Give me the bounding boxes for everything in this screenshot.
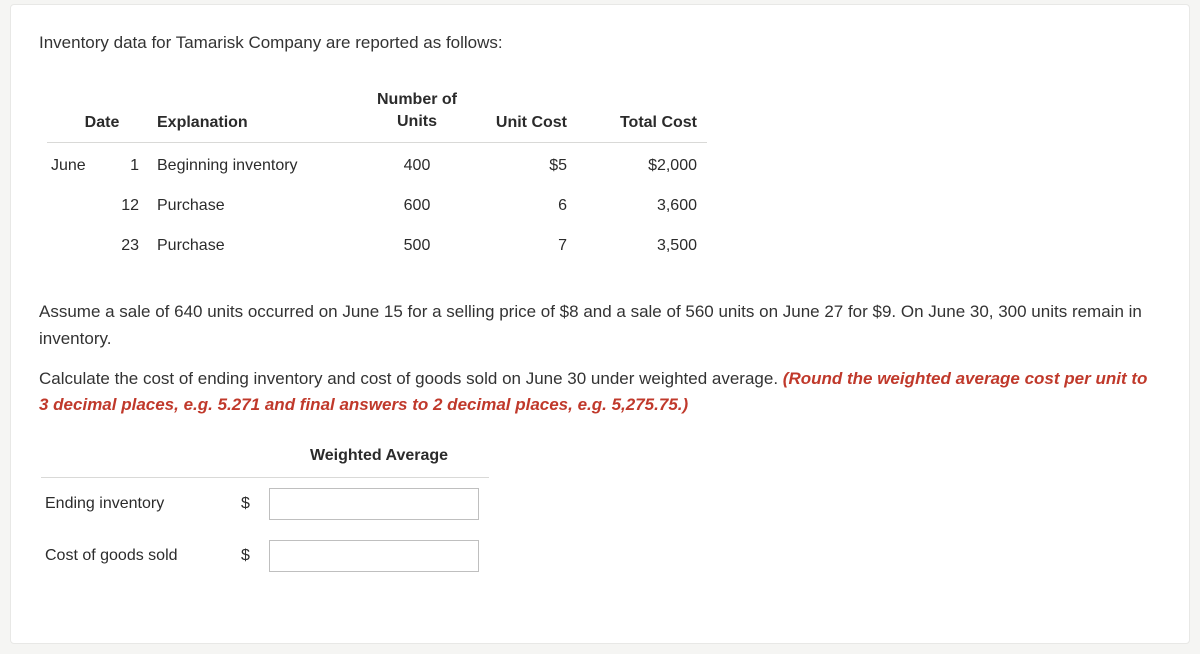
answer-label-cogs: Cost of goods sold (41, 530, 241, 582)
answer-header-blank2 (241, 437, 269, 478)
cell-month (47, 223, 117, 263)
currency-symbol: $ (241, 477, 269, 530)
cell-unit-cost: 6 (477, 183, 587, 223)
cell-day: 1 (117, 143, 157, 184)
answer-row: Cost of goods sold $ (41, 530, 489, 582)
cell-explanation: Purchase (157, 183, 357, 223)
col-header-explanation: Explanation (157, 81, 357, 143)
cell-unit-cost: 7 (477, 223, 587, 263)
cell-day: 23 (117, 223, 157, 263)
inventory-data-table: Date Explanation Number of Units Unit Co… (47, 81, 707, 263)
units-header-line1: Number of (377, 91, 457, 108)
answer-label-ending-inventory: Ending inventory (41, 477, 241, 530)
instruction-plain: Calculate the cost of ending inventory a… (39, 369, 783, 388)
col-header-units: Number of Units (357, 81, 477, 143)
cell-units: 600 (357, 183, 477, 223)
answer-table: Weighted Average Ending inventory $ Cost… (41, 437, 489, 582)
question-card: Inventory data for Tamarisk Company are … (10, 4, 1190, 644)
cell-day: 12 (117, 183, 157, 223)
col-header-total-cost: Total Cost (587, 81, 707, 143)
col-header-unit-cost: Unit Cost (477, 81, 587, 143)
answer-header-weighted: Weighted Average (269, 437, 489, 478)
cell-total-cost: 3,600 (587, 183, 707, 223)
cell-units: 400 (357, 143, 477, 184)
ending-inventory-input[interactable] (269, 488, 479, 520)
cell-explanation: Purchase (157, 223, 357, 263)
table-row: 23 Purchase 500 7 3,500 (47, 223, 707, 263)
col-header-date: Date (47, 81, 157, 143)
currency-symbol: $ (241, 530, 269, 582)
cell-units: 500 (357, 223, 477, 263)
cell-explanation: Beginning inventory (157, 143, 357, 184)
instruction-text: Calculate the cost of ending inventory a… (39, 366, 1161, 419)
cell-month: June (47, 143, 117, 184)
cell-month (47, 183, 117, 223)
cell-total-cost: $2,000 (587, 143, 707, 184)
units-header-line2: Units (397, 113, 437, 130)
intro-text: Inventory data for Tamarisk Company are … (39, 33, 1161, 53)
table-row: June 1 Beginning inventory 400 $5 $2,000 (47, 143, 707, 184)
answer-row: Ending inventory $ (41, 477, 489, 530)
assumption-text: Assume a sale of 640 units occurred on J… (39, 299, 1161, 352)
table-row: 12 Purchase 600 6 3,600 (47, 183, 707, 223)
cell-unit-cost: $5 (477, 143, 587, 184)
cell-total-cost: 3,500 (587, 223, 707, 263)
cogs-input[interactable] (269, 540, 479, 572)
answer-header-blank (41, 437, 241, 478)
